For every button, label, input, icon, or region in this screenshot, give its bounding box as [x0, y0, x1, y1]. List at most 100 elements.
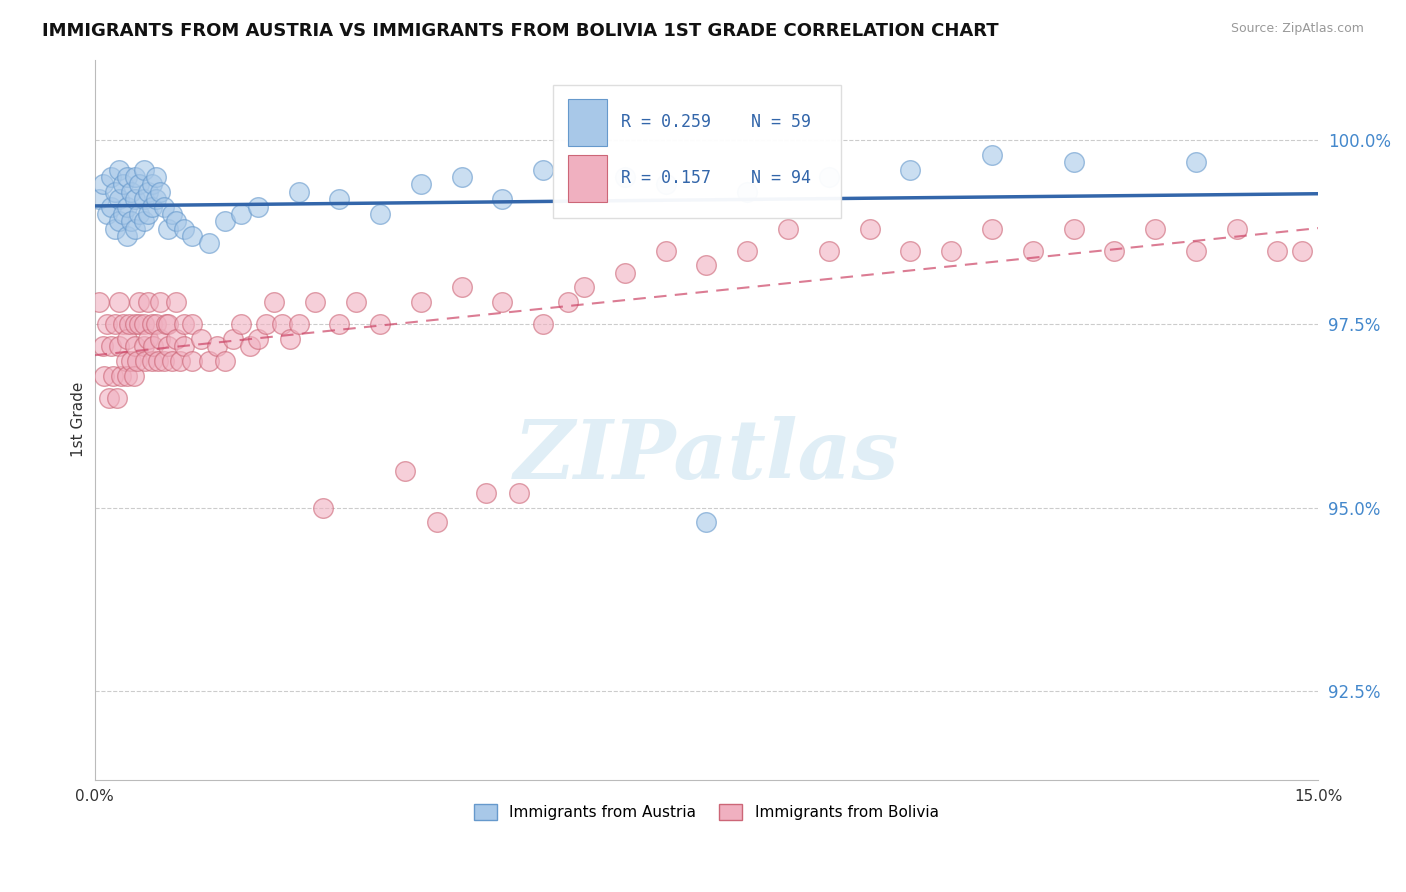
- Point: [613, 170, 636, 185]
- Point: [409, 295, 432, 310]
- Point: [409, 178, 432, 192]
- Point: [263, 295, 285, 310]
- Point: [128, 207, 150, 221]
- Point: [155, 317, 177, 331]
- Point: [344, 295, 367, 310]
- Bar: [568, 155, 607, 202]
- Point: [246, 332, 269, 346]
- Point: [491, 295, 513, 310]
- Point: [450, 280, 472, 294]
- Point: [110, 368, 132, 383]
- Point: [898, 244, 921, 258]
- Point: [368, 207, 391, 221]
- Point: [735, 244, 758, 258]
- Point: [1104, 244, 1126, 258]
- Point: [108, 339, 131, 353]
- Point: [96, 317, 118, 331]
- Point: [735, 185, 758, 199]
- Point: [108, 192, 131, 206]
- Point: [145, 317, 167, 331]
- Point: [271, 317, 294, 331]
- Text: ZIPatlas: ZIPatlas: [513, 416, 900, 496]
- Point: [394, 464, 416, 478]
- Point: [115, 228, 138, 243]
- Point: [132, 317, 155, 331]
- Point: [141, 200, 163, 214]
- Point: [898, 162, 921, 177]
- Point: [304, 295, 326, 310]
- Point: [149, 185, 172, 199]
- Point: [475, 486, 498, 500]
- Y-axis label: 1st Grade: 1st Grade: [72, 382, 86, 458]
- Point: [104, 317, 127, 331]
- Point: [128, 295, 150, 310]
- Point: [531, 162, 554, 177]
- Point: [1063, 155, 1085, 169]
- Point: [231, 317, 253, 331]
- Point: [160, 354, 183, 368]
- Point: [101, 368, 124, 383]
- Point: [120, 185, 142, 199]
- Point: [107, 391, 129, 405]
- Point: [197, 354, 219, 368]
- Point: [508, 486, 530, 500]
- Point: [205, 339, 228, 353]
- Point: [231, 207, 253, 221]
- Point: [368, 317, 391, 331]
- Point: [165, 332, 187, 346]
- Point: [169, 354, 191, 368]
- Point: [112, 317, 135, 331]
- Point: [115, 200, 138, 214]
- Point: [128, 178, 150, 192]
- Point: [165, 295, 187, 310]
- Point: [141, 354, 163, 368]
- Point: [214, 354, 236, 368]
- Point: [108, 214, 131, 228]
- Text: R = 0.259    N = 59: R = 0.259 N = 59: [621, 113, 811, 131]
- Point: [1291, 244, 1313, 258]
- Point: [87, 192, 110, 206]
- Point: [776, 221, 799, 235]
- Point: [132, 192, 155, 206]
- Text: IMMIGRANTS FROM AUSTRIA VS IMMIGRANTS FROM BOLIVIA 1ST GRADE CORRELATION CHART: IMMIGRANTS FROM AUSTRIA VS IMMIGRANTS FR…: [42, 22, 998, 40]
- Text: R = 0.157    N = 94: R = 0.157 N = 94: [621, 169, 811, 187]
- Legend: Immigrants from Austria, Immigrants from Bolivia: Immigrants from Austria, Immigrants from…: [468, 797, 945, 826]
- Point: [1185, 244, 1208, 258]
- Point: [312, 500, 335, 515]
- Point: [104, 221, 127, 235]
- Point: [1185, 155, 1208, 169]
- Point: [1063, 221, 1085, 235]
- Point: [817, 244, 839, 258]
- Point: [136, 295, 159, 310]
- Point: [114, 354, 136, 368]
- Point: [214, 214, 236, 228]
- Point: [328, 317, 350, 331]
- Point: [124, 221, 146, 235]
- Point: [1267, 244, 1289, 258]
- Point: [91, 339, 114, 353]
- Point: [450, 170, 472, 185]
- Point: [153, 200, 176, 214]
- Point: [160, 207, 183, 221]
- Point: [100, 200, 122, 214]
- Point: [1226, 221, 1249, 235]
- Point: [98, 391, 121, 405]
- Point: [165, 214, 187, 228]
- Point: [654, 244, 676, 258]
- Point: [654, 178, 676, 192]
- Point: [141, 178, 163, 192]
- Point: [156, 317, 179, 331]
- Point: [134, 354, 156, 368]
- Point: [149, 295, 172, 310]
- Point: [181, 354, 204, 368]
- Point: [132, 214, 155, 228]
- Point: [239, 339, 262, 353]
- Point: [531, 317, 554, 331]
- Point: [1022, 244, 1045, 258]
- Point: [124, 339, 146, 353]
- Point: [153, 354, 176, 368]
- Text: Source: ZipAtlas.com: Source: ZipAtlas.com: [1230, 22, 1364, 36]
- Point: [128, 317, 150, 331]
- Point: [148, 354, 170, 368]
- FancyBboxPatch shape: [554, 85, 841, 218]
